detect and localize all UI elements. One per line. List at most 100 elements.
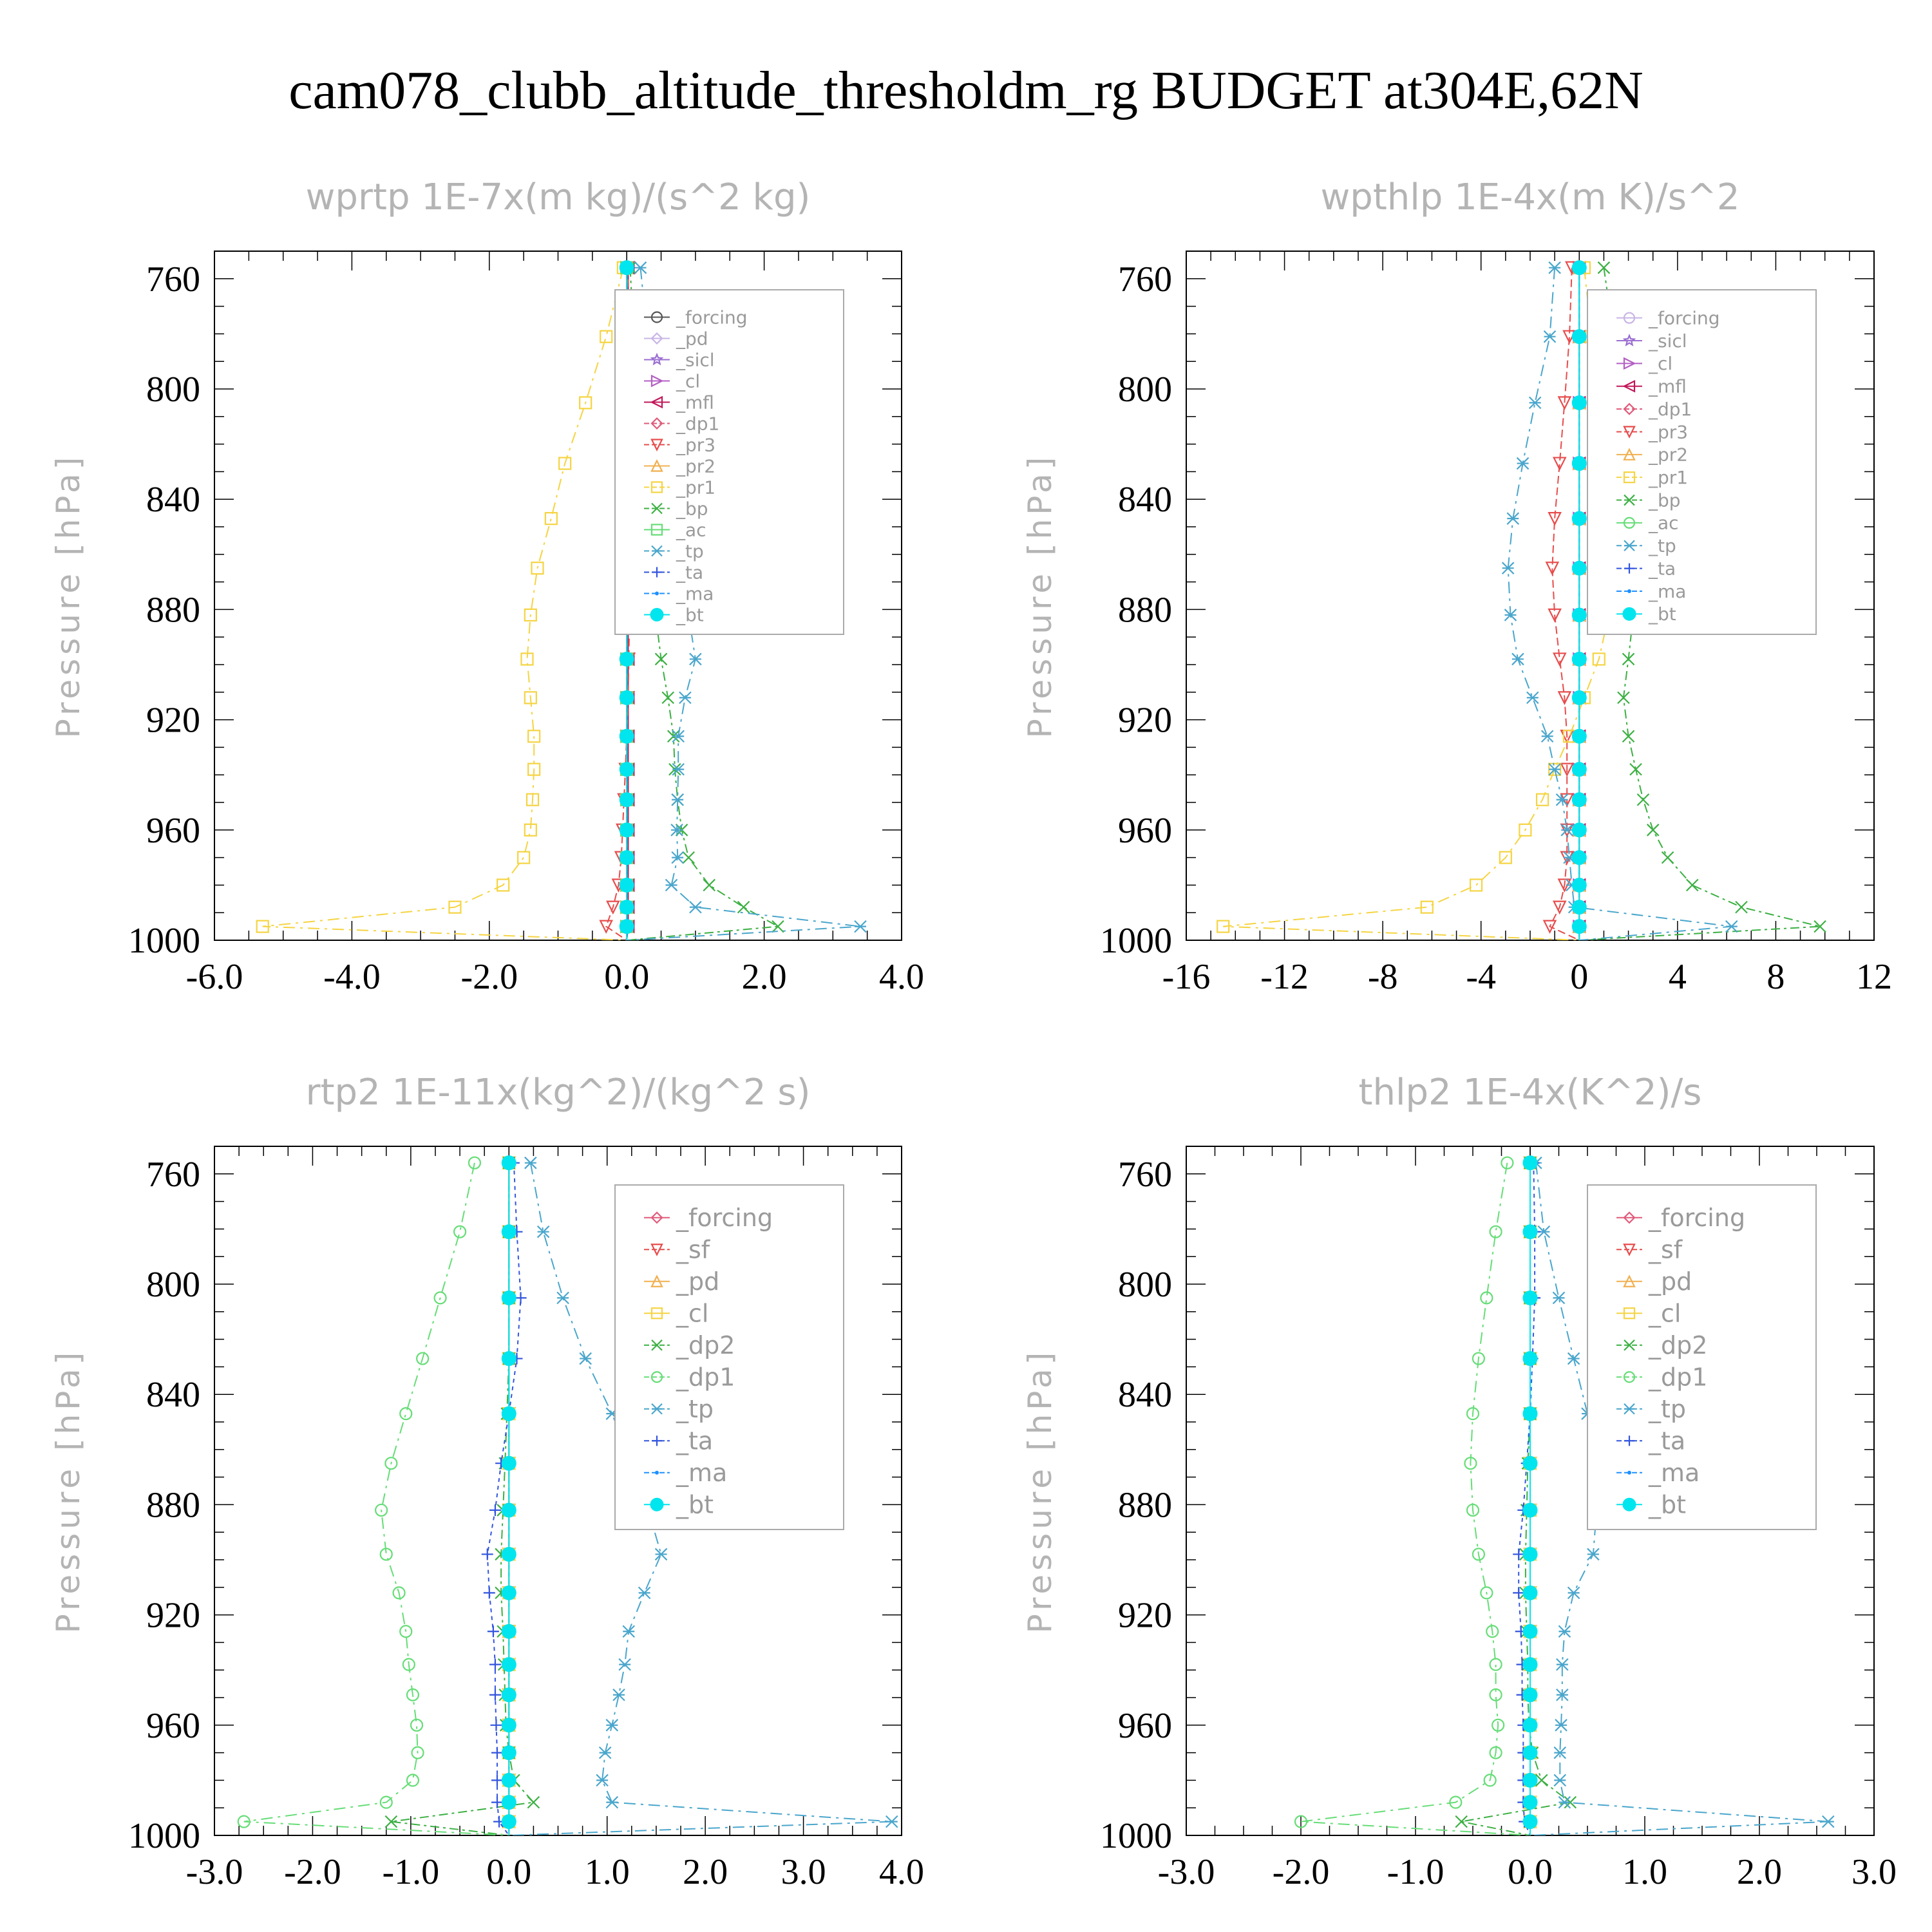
legend-item: _forcing [1616,307,1720,328]
series-point [1548,512,1562,526]
y-axis-label: Pressure [hPa] [1021,453,1059,739]
legend-label: _bt [676,604,704,625]
legend-item: _tp [1616,535,1676,556]
series-point [515,1292,527,1304]
legend-item: _forcing [1616,1204,1745,1232]
legend-item: _tp [644,1395,714,1423]
series-point [1567,1586,1580,1600]
series-point [579,396,592,410]
series-point [416,1352,430,1365]
series-point [517,851,531,864]
series-point [1560,824,1573,837]
series-point [1501,562,1515,574]
legend-label: _ac [676,519,706,540]
series-point [619,877,634,893]
series-point [1555,793,1569,806]
series-point [1622,730,1635,743]
series-point [1822,1815,1835,1828]
y-tick-label: 920 [146,1596,200,1636]
legend-marker [1623,1211,1636,1224]
series-point [772,920,784,933]
series-point [501,1745,516,1761]
legend-box [614,289,844,635]
panel-title: wprtp 1E-7x(m kg)/(s^2 kg) [306,176,811,218]
series-point [599,920,613,934]
y-tick-label: 880 [146,590,200,630]
legend-marker [1622,334,1636,346]
y-axis-label: Pressure [hPa] [1021,1349,1059,1634]
legend-item: _ta [1616,558,1676,579]
legend-label: _pr1 [1648,467,1688,488]
legend-label: _bt [676,1491,714,1519]
legend-label: _mfl [1648,376,1687,397]
series-point [536,1225,550,1238]
legend-item: _bt [1616,603,1676,625]
series-point [619,762,634,777]
legend-item: _dp1 [1616,1363,1707,1392]
legend-marker [650,374,664,388]
legend-label: _pr2 [1648,444,1688,466]
series-dp1 [1294,1156,1531,1835]
series-point [1553,1774,1567,1787]
series-point [1725,920,1738,933]
series-point [1519,823,1532,837]
series-point [558,457,572,470]
legend-item: _ma [644,1459,727,1487]
series-point [689,652,702,666]
legend-item: _forcing [644,1204,773,1232]
series-point [1552,1291,1566,1305]
legend-marker [650,459,663,472]
legend-marker [650,311,663,323]
series-point [501,1351,516,1367]
series-point [483,1587,495,1599]
legend-marker [1623,471,1636,484]
legend-label: _pd [1648,1267,1692,1296]
series-point [1528,396,1542,410]
series-point [481,1548,493,1560]
legend-label: _tp [676,540,704,562]
y-tick-label: 1000 [1100,1816,1172,1856]
series-point [1571,651,1587,667]
series-point [1480,1586,1493,1600]
legend-item: _pr1 [644,477,715,498]
series-point [1217,920,1230,933]
series-point [596,1774,609,1787]
series-point [527,1795,540,1809]
legend-marker [1623,312,1636,324]
series-point [1571,728,1587,744]
series-point [661,691,674,705]
series-point [501,1546,516,1562]
series-point [1622,652,1635,666]
series-point [399,1407,413,1421]
series-point [501,1687,516,1703]
series-point [524,608,537,622]
series-line [1300,1162,1531,1835]
series-point [1540,730,1554,743]
legend-label: _pr1 [676,477,715,498]
legend-item: _sf [1616,1236,1683,1264]
series-point [1511,652,1524,666]
series-point [501,1290,516,1305]
legend-label: _dp1 [1648,399,1692,420]
plot-area [237,1155,898,1835]
series-point [1294,1815,1308,1828]
series-line [509,1162,892,1835]
legend-label: _forcing [1648,1204,1745,1232]
series-point [618,1658,631,1671]
series-point [1522,1624,1538,1639]
series-point [1543,330,1557,343]
legend-item: _sicl [644,349,715,370]
series-point [501,1585,516,1600]
y-tick-label: 960 [1118,811,1172,851]
series-point [1557,396,1572,410]
series-point [619,260,634,276]
legend-item: _pr2 [1616,444,1688,466]
series-point [490,1719,502,1731]
series-point [491,1774,503,1786]
legend-marker [1623,357,1636,370]
series-point [1552,457,1567,471]
series-point [501,1624,516,1639]
series-point [1567,1352,1580,1365]
series-point [1499,851,1512,864]
legend-marker [1627,589,1631,593]
